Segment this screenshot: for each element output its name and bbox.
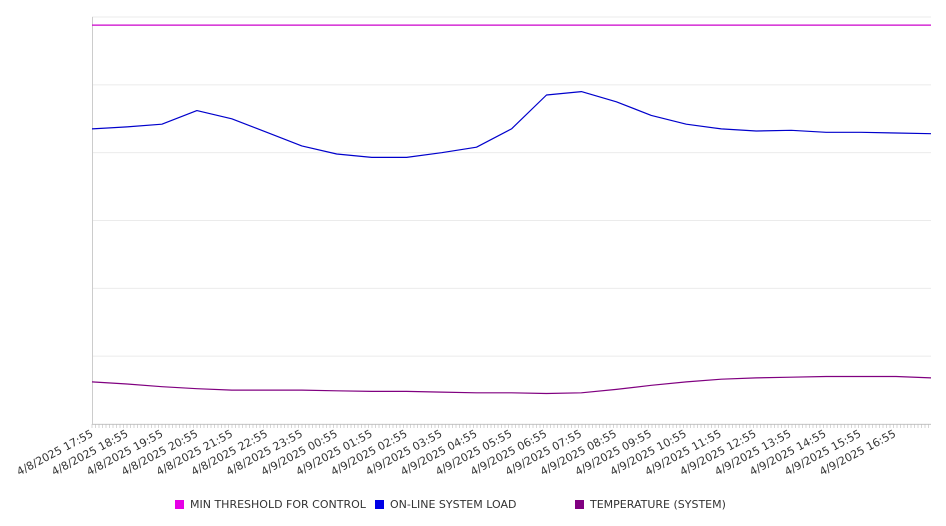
legend-label-min-threshold: MIN THRESHOLD FOR CONTROL	[190, 498, 366, 511]
grid-lines	[92, 16, 931, 425]
legend-swatch-min-threshold	[175, 500, 184, 509]
legend: MIN THRESHOLD FOR CONTROL ON-LINE SYSTEM…	[0, 498, 946, 514]
legend-label-temperature: TEMPERATURE (SYSTEM)	[590, 498, 726, 511]
legend-label-system-load: ON-LINE SYSTEM LOAD	[390, 498, 517, 511]
series-layer	[91, 24, 932, 395]
legend-item-temperature[interactable]: TEMPERATURE (SYSTEM)	[575, 498, 726, 511]
legend-swatch-system-load	[375, 500, 384, 509]
legend-item-system-load[interactable]: ON-LINE SYSTEM LOAD	[375, 498, 516, 511]
series-line-1	[91, 90, 932, 158]
legend-item-min-threshold[interactable]: MIN THRESHOLD FOR CONTROL	[175, 498, 366, 511]
legend-swatch-temperature	[575, 500, 584, 509]
x-axis-ticks: 4/8/2025 17:554/8/2025 18:554/8/2025 19:…	[15, 424, 929, 478]
series-line-2	[91, 375, 932, 395]
